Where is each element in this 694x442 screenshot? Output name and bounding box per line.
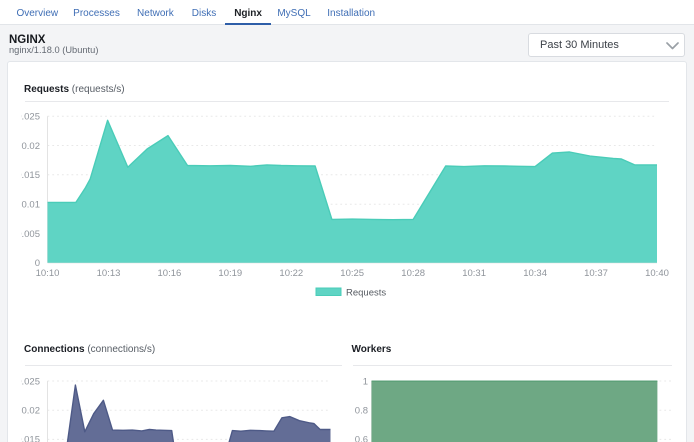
svg-text:Requests: Requests — [346, 287, 386, 298]
svg-text:0.8: 0.8 — [355, 406, 368, 417]
svg-text:10:16: 10:16 — [158, 268, 182, 279]
svg-text:10:40: 10:40 — [645, 268, 669, 279]
svg-text:0.01: 0.01 — [22, 200, 41, 211]
svg-text:10:37: 10:37 — [584, 268, 608, 279]
svg-text:10:13: 10:13 — [97, 268, 121, 279]
svg-text:0.6: 0.6 — [355, 435, 368, 442]
svg-text:0.025: 0.025 — [16, 112, 40, 123]
svg-text:10:31: 10:31 — [462, 268, 486, 279]
svg-text:10:28: 10:28 — [401, 268, 425, 279]
svg-text:0.02: 0.02 — [22, 141, 41, 152]
svg-text:0.015: 0.015 — [16, 435, 40, 442]
svg-text:10:25: 10:25 — [340, 268, 364, 279]
svg-text:10:34: 10:34 — [523, 268, 547, 279]
svg-text:0.005: 0.005 — [16, 229, 40, 240]
svg-text:0.015: 0.015 — [16, 170, 40, 181]
svg-text:10:22: 10:22 — [279, 268, 303, 279]
svg-text:0.02: 0.02 — [22, 406, 41, 417]
svg-text:10:10: 10:10 — [36, 268, 60, 279]
svg-text:0: 0 — [35, 258, 40, 269]
svg-text:10:19: 10:19 — [218, 268, 242, 279]
svg-text:0.025: 0.025 — [16, 376, 40, 387]
svg-text:1: 1 — [363, 376, 368, 387]
